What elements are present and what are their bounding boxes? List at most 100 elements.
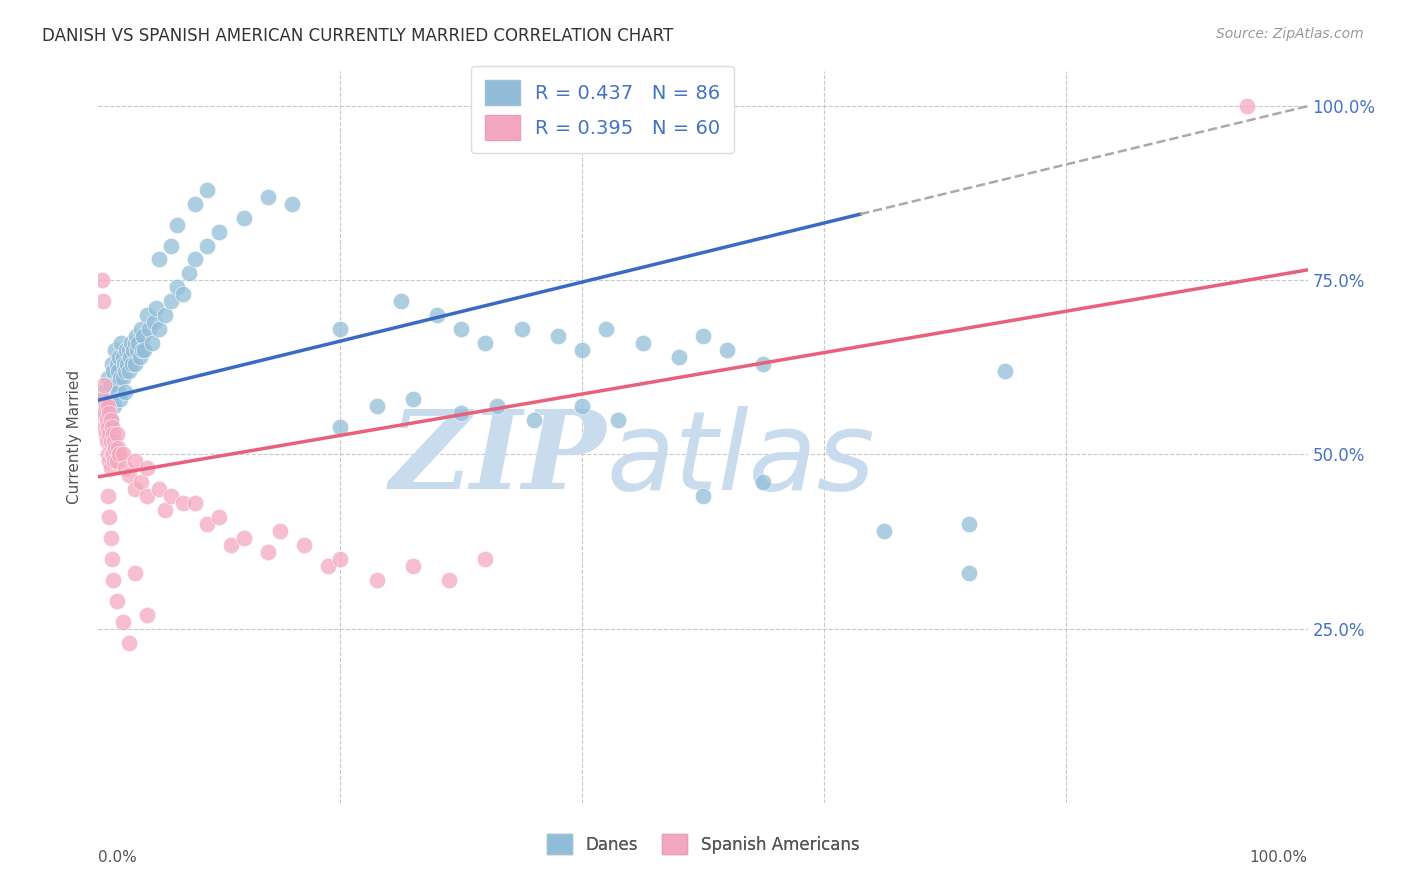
Point [208,225,231,239]
Point [124,566,146,580]
Point [131,343,153,357]
Point [256,190,278,204]
Point [91,399,114,413]
Point [450,322,472,336]
Point [91,273,114,287]
Point [184,196,207,211]
Point [716,343,738,357]
Legend: Danes, Spanish Americans: Danes, Spanish Americans [540,828,866,860]
Point [108,371,131,385]
Point [112,357,135,371]
Point [111,615,134,629]
Point [752,475,775,490]
Point [104,343,127,357]
Point [105,426,128,441]
Point [329,322,352,336]
Point [94,406,117,420]
Point [103,434,125,448]
Point [105,594,128,608]
Point [148,322,170,336]
Point [111,448,134,462]
Point [100,461,122,475]
Point [97,371,120,385]
Point [120,336,142,351]
Point [195,517,218,532]
Point [114,384,136,399]
Point [160,294,183,309]
Point [692,329,714,343]
Point [994,364,1017,378]
Point [103,377,125,392]
Point [366,399,388,413]
Point [595,322,617,336]
Point [100,531,122,545]
Point [93,377,115,392]
Point [100,412,122,426]
Point [124,483,146,497]
Point [132,329,155,343]
Point [389,294,412,309]
Point [97,419,120,434]
Point [571,343,593,357]
Point [752,357,775,371]
Point [873,524,896,538]
Point [107,384,129,399]
Point [329,419,352,434]
Point [138,322,160,336]
Point [184,252,207,267]
Point [94,399,117,413]
Point [134,343,156,357]
Point [107,364,129,378]
Point [124,357,146,371]
Point [107,441,129,455]
Point [127,343,149,357]
Point [256,545,278,559]
Point [135,607,157,622]
Point [110,336,132,351]
Point [100,377,122,392]
Point [108,448,131,462]
Text: ZIP: ZIP [389,405,606,513]
Point [631,336,654,351]
Point [426,308,449,322]
Point [91,406,114,420]
Point [366,573,388,587]
Point [450,406,472,420]
Point [101,426,124,441]
Point [135,308,157,322]
Text: atlas: atlas [606,406,875,513]
Point [103,399,125,413]
Point [166,218,188,232]
Point [93,419,115,434]
Point [114,461,136,475]
Point [98,454,121,468]
Point [166,280,188,294]
Point [97,448,120,462]
Point [547,329,569,343]
Point [160,489,183,503]
Point [692,489,714,503]
Point [148,252,170,267]
Point [124,454,146,468]
Y-axis label: Currently Married: Currently Married [67,370,83,504]
Point [93,384,115,399]
Point [402,558,425,573]
Point [100,448,122,462]
Text: Source: ZipAtlas.com: Source: ZipAtlas.com [1216,27,1364,41]
Text: DANISH VS SPANISH AMERICAN CURRENTLY MARRIED CORRELATION CHART: DANISH VS SPANISH AMERICAN CURRENTLY MAR… [42,27,673,45]
Point [195,238,218,252]
Point [232,531,254,545]
Point [143,315,166,329]
Point [117,357,139,371]
Point [98,392,121,406]
Point [668,350,690,364]
Point [118,468,141,483]
Point [153,308,176,322]
Point [121,357,143,371]
Point [148,483,170,497]
Point [98,426,121,441]
Point [269,524,291,538]
Point [437,573,460,587]
Point [129,475,152,490]
Point [101,448,124,462]
